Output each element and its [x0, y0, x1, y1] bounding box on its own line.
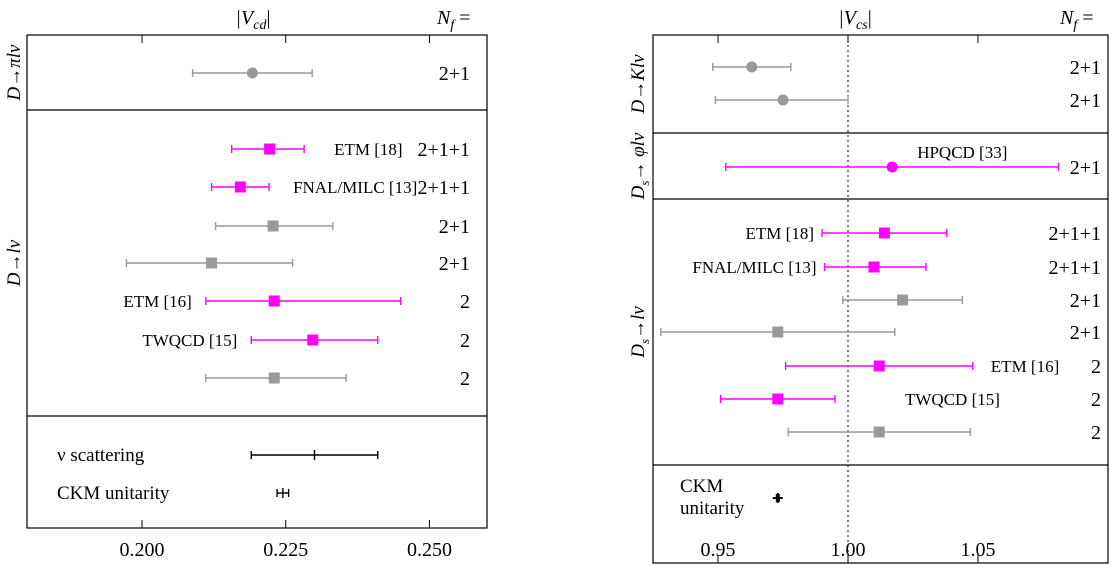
marker-circle: [886, 161, 898, 173]
nf-value: 2+1+1: [1048, 257, 1101, 279]
nf-value: 2+1: [1070, 290, 1101, 312]
nf-header: Nf =: [1059, 7, 1094, 33]
data-point: ETM [16] 2: [123, 291, 470, 313]
x-tick-label: 1.05: [961, 539, 996, 561]
point-label: HPQCD [33]: [917, 143, 1007, 162]
marker-square: [772, 393, 784, 405]
data-point: 2+1: [842, 290, 1101, 312]
nf-value: 2+1+1: [417, 139, 470, 161]
marker-square: [873, 360, 885, 372]
plot-frame: [26, 34, 488, 529]
point-label: ETM [18]: [334, 140, 402, 159]
marker-square: [878, 227, 890, 239]
data-point: ETM [16] 2: [784, 356, 1101, 378]
point-label: ETM [16]: [991, 357, 1059, 376]
axis-title: |Vcs|: [838, 7, 871, 33]
chart-panel-vcd: |Vcd| Nf = 0.200 0.225 0.250 D→πlν D→lν 2+1 ETM …: [4, 7, 488, 561]
marker-square: [234, 181, 246, 193]
data-point: ETM [18] 2+1+1: [746, 223, 1101, 245]
marker-square: [897, 294, 909, 306]
point-label: TWQCD [15]: [905, 390, 1000, 409]
marker-circle: [246, 67, 258, 79]
data-point: 2+1: [214, 216, 470, 238]
data-point: HPQCD [33] 2+1: [725, 143, 1101, 179]
marker-square: [268, 295, 280, 307]
nf-value: 2+1: [439, 63, 470, 85]
data-point: TWQCD [15] 2: [719, 389, 1101, 411]
data-point: ETM [18] 2+1+1: [230, 139, 470, 161]
marker-circle: [746, 61, 758, 73]
nf-value: 2: [460, 291, 470, 313]
section-label: D→πlν: [4, 44, 25, 102]
data-point: 2+1: [712, 57, 1101, 79]
marker-square: [267, 220, 279, 232]
section-label: D→lν: [4, 239, 25, 287]
chart-panel-vcs: |Vcs| Nf = 0.95 1.00 1.05 D→Klν Ds→ φlν Ds→lν 2+…: [628, 7, 1109, 564]
x-tick-label: 0.225: [263, 539, 308, 561]
nf-value: 2: [460, 368, 470, 390]
nf-value: 2+1+1: [1048, 223, 1101, 245]
data-point: 2+1: [714, 90, 1101, 112]
section-label: D→Klν: [628, 54, 649, 115]
x-tick-label: 0.250: [407, 539, 452, 561]
data-point: 2+1: [660, 322, 1101, 344]
marker-square: [206, 257, 218, 269]
point-label: ETM [18]: [746, 224, 814, 243]
x-tick-label: 0.95: [701, 539, 736, 561]
nf-value: 2: [460, 330, 470, 352]
data-point: 2: [787, 422, 1101, 444]
marker-square: [772, 326, 784, 338]
nf-header: Nf =: [436, 7, 471, 33]
point-label: ETM [16]: [123, 292, 191, 311]
marker-circle: [777, 94, 789, 106]
marker-square: [873, 426, 885, 438]
axis-title: |Vcd|: [236, 7, 271, 33]
x-tick-label: 0.200: [120, 539, 165, 561]
data-point: CKM unitarity: [57, 483, 290, 504]
nf-value: 2+1: [439, 216, 470, 238]
data-point: 2+1: [125, 253, 470, 275]
data-point: FNAL/MILC [13] 2+1+1: [692, 257, 1101, 279]
data-point: TWQCD [15] 2: [142, 330, 470, 352]
point-label: FNAL/MILC [13]: [293, 178, 417, 197]
nf-value: 2+1: [1070, 322, 1101, 344]
marker-square: [307, 334, 319, 346]
nf-value: 2: [1091, 356, 1101, 378]
point-label: TWQCD [15]: [142, 331, 237, 350]
marker-square: [264, 143, 276, 155]
section-label: Ds→ φlν: [628, 132, 652, 200]
nf-value: 2+1: [1070, 90, 1101, 112]
data-point: ν scattering: [57, 445, 379, 466]
data-point: FNAL/MILC [13] 2+1+1: [210, 177, 470, 199]
nf-value: 2+1: [1070, 157, 1101, 179]
section-label: Ds→lν: [628, 306, 652, 359]
point-label: CKM unitarity: [680, 476, 745, 519]
point-label: ν scattering: [57, 445, 145, 466]
nf-value: 2+1: [439, 253, 470, 275]
nf-value: 2: [1091, 389, 1101, 411]
plot-frame: [652, 34, 1109, 564]
nf-value: 2+1+1: [417, 177, 470, 199]
nf-value: 2+1: [1070, 57, 1101, 79]
data-point: CKM unitarity: [680, 476, 783, 519]
marker-square: [868, 261, 880, 273]
marker-square: [268, 372, 280, 384]
point-label: CKM unitarity: [57, 483, 170, 504]
x-tick-label: 1.00: [831, 539, 866, 561]
nf-value: 2: [1091, 422, 1101, 444]
data-point: 2: [205, 368, 470, 390]
point-label: FNAL/MILC [13]: [692, 258, 816, 277]
data-point: 2+1: [191, 63, 470, 85]
